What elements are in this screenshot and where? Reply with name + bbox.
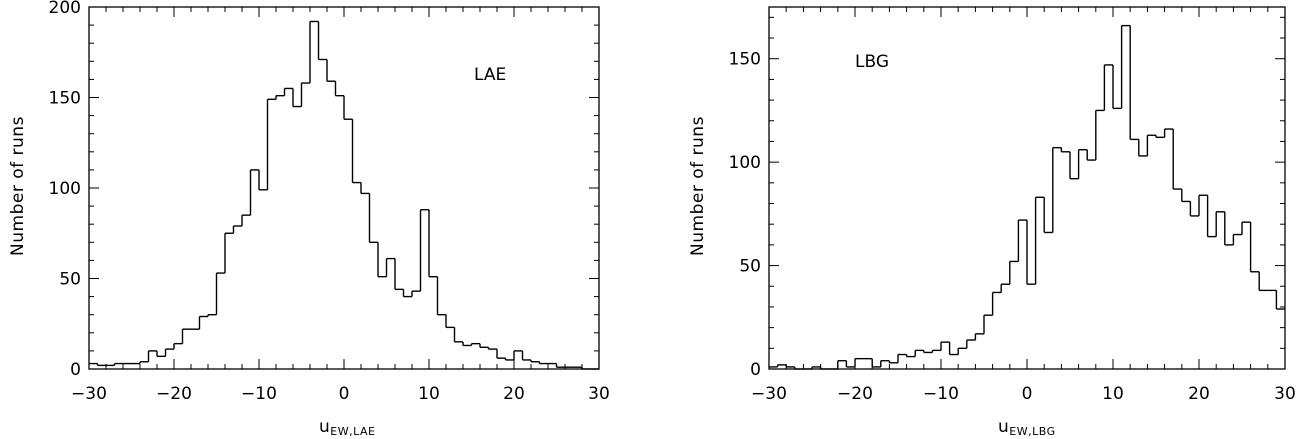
panel-lae: −30 −20 −10 0 10 20 30 0 50 100 150 200 LAE Number… <box>8 0 610 438</box>
y-tick-label: 0 <box>70 360 81 380</box>
x-axis-title-subscript: EW,LAE <box>330 425 375 438</box>
x-tick-label: 30 <box>1274 384 1296 404</box>
y-tick-label: 150 <box>729 50 761 70</box>
x-tick-labels: −30 −20 −10 0 10 20 30 <box>751 384 1296 404</box>
axis-ticks <box>768 7 1286 370</box>
y-tick-label: 100 <box>49 179 81 199</box>
x-tick-label: −20 <box>837 384 873 404</box>
y-tick-label: 200 <box>49 0 81 18</box>
x-axis-title: uEW,LAE <box>319 417 375 438</box>
x-tick-label: 30 <box>588 384 610 404</box>
x-tick-label: −10 <box>923 384 959 404</box>
axis-ticks <box>88 6 600 370</box>
x-tick-label: 10 <box>1102 384 1124 404</box>
x-axis-title-subscript: EW,LBG <box>1009 425 1055 438</box>
histogram-steps <box>89 20 599 370</box>
x-axis-title-main: u <box>998 417 1009 437</box>
y-tick-labels: 0 50 100 150 <box>729 50 761 380</box>
x-tick-labels: −30 −20 −10 0 10 20 30 <box>71 384 610 404</box>
x-tick-label: 20 <box>1188 384 1210 404</box>
y-tick-label: 50 <box>59 270 81 290</box>
y-axis-title: Number of runs <box>688 116 708 256</box>
x-tick-label: 10 <box>418 384 440 404</box>
panel-label: LAE <box>474 65 506 85</box>
y-axis-title: Number of runs <box>8 116 28 256</box>
y-tick-label: 150 <box>49 89 81 109</box>
histogram-steps <box>769 24 1285 370</box>
x-tick-label: −30 <box>71 384 107 404</box>
y-tick-label: 100 <box>729 153 761 173</box>
x-tick-label: −20 <box>156 384 192 404</box>
x-tick-label: 0 <box>339 384 350 404</box>
x-tick-label: 0 <box>1022 384 1033 404</box>
x-tick-label: −10 <box>241 384 277 404</box>
x-axis-title: uEW,LBG <box>998 417 1056 438</box>
y-tick-labels: 0 50 100 150 200 <box>49 0 81 380</box>
y-tick-label: 0 <box>750 360 761 380</box>
x-tick-label: 20 <box>503 384 525 404</box>
panel-lbg: −30 −20 −10 0 10 20 30 0 50 100 150 LBG Number of… <box>688 6 1296 438</box>
panel-label: LBG <box>855 52 889 72</box>
x-tick-label: −30 <box>751 384 787 404</box>
plot-frame <box>768 6 1286 370</box>
x-axis-title-main: u <box>319 417 330 437</box>
plot-frame <box>88 6 600 370</box>
y-tick-label: 50 <box>739 257 761 277</box>
